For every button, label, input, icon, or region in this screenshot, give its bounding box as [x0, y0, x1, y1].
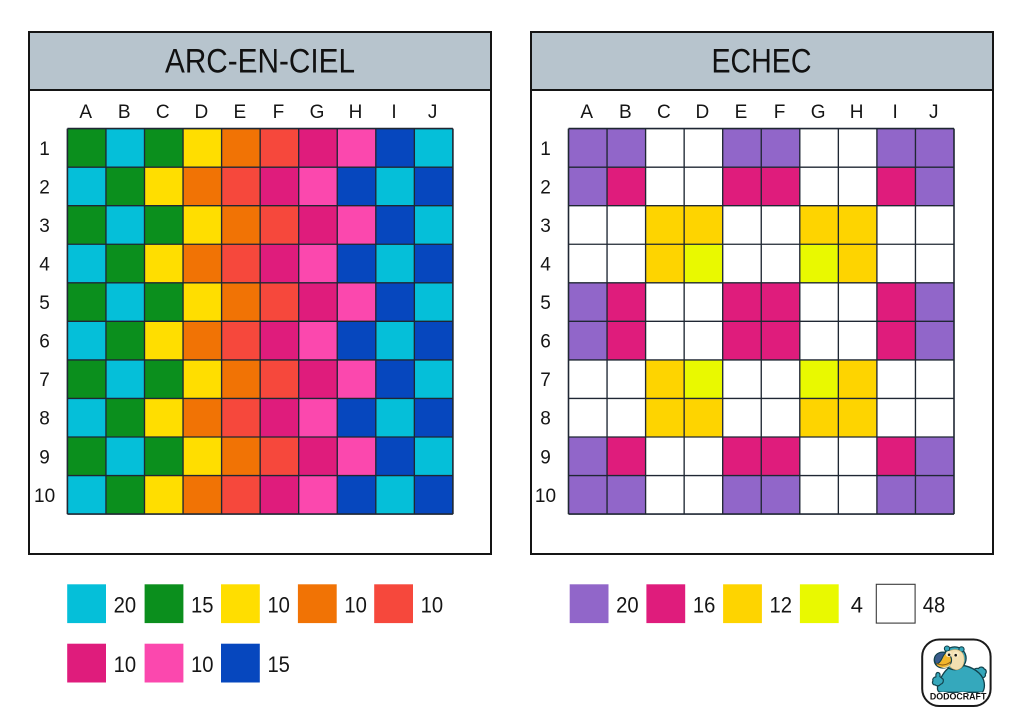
svg-text:20: 20: [616, 593, 639, 618]
svg-text:6: 6: [540, 332, 551, 353]
svg-text:B: B: [619, 102, 632, 123]
svg-text:ECHEC: ECHEC: [712, 43, 812, 81]
svg-text:10: 10: [421, 593, 444, 618]
svg-text:6: 6: [39, 332, 50, 353]
svg-text:B: B: [118, 102, 131, 123]
svg-text:5: 5: [39, 293, 50, 314]
svg-text:9: 9: [39, 447, 50, 468]
svg-text:H: H: [850, 102, 864, 123]
svg-text:12: 12: [770, 593, 793, 618]
svg-text:D: D: [696, 102, 710, 123]
svg-text:E: E: [234, 102, 247, 123]
svg-text:A: A: [580, 102, 593, 123]
svg-text:7: 7: [39, 370, 50, 391]
svg-text:4: 4: [851, 593, 863, 618]
svg-text:ARC-EN-CIEL: ARC-EN-CIEL: [165, 43, 355, 81]
svg-text:15: 15: [267, 652, 290, 677]
svg-text:15: 15: [191, 593, 214, 618]
svg-text:G: G: [811, 102, 826, 123]
svg-text:4: 4: [39, 255, 50, 276]
svg-text:3: 3: [540, 216, 551, 237]
svg-text:16: 16: [693, 593, 716, 618]
svg-text:C: C: [156, 102, 170, 123]
svg-text:I: I: [391, 102, 396, 123]
svg-text:10: 10: [114, 652, 137, 677]
svg-text:G: G: [310, 102, 325, 123]
svg-text:I: I: [893, 102, 898, 123]
svg-text:H: H: [349, 102, 363, 123]
svg-text:4: 4: [540, 255, 551, 276]
svg-text:5: 5: [540, 293, 551, 314]
svg-text:DODOCRAFT: DODOCRAFT: [930, 691, 987, 702]
svg-text:J: J: [428, 102, 438, 123]
svg-text:9: 9: [540, 447, 551, 468]
svg-text:7: 7: [540, 370, 551, 391]
svg-text:3: 3: [39, 216, 50, 237]
svg-text:20: 20: [114, 593, 137, 618]
svg-text:E: E: [735, 102, 748, 123]
svg-text:A: A: [79, 102, 92, 123]
svg-text:2: 2: [540, 177, 551, 198]
svg-text:8: 8: [540, 409, 551, 430]
svg-text:J: J: [929, 102, 939, 123]
svg-text:10: 10: [535, 486, 556, 507]
svg-text:1: 1: [39, 139, 50, 160]
svg-text:1: 1: [540, 139, 551, 160]
svg-text:2: 2: [39, 177, 50, 198]
svg-text:10: 10: [267, 593, 290, 618]
svg-text:F: F: [774, 102, 786, 123]
svg-text:10: 10: [191, 652, 214, 677]
svg-text:48: 48: [923, 593, 946, 618]
svg-text:C: C: [657, 102, 671, 123]
svg-text:8: 8: [39, 409, 50, 430]
svg-text:10: 10: [34, 486, 55, 507]
svg-text:10: 10: [344, 593, 367, 618]
svg-text:F: F: [273, 102, 285, 123]
svg-text:D: D: [194, 102, 208, 123]
